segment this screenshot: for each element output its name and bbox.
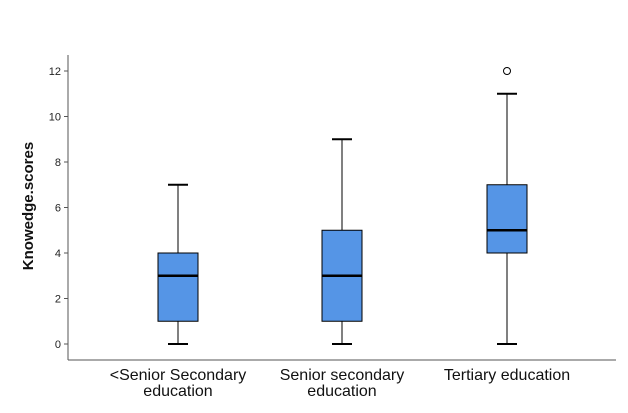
x-tick-label: <Senior Secondary bbox=[110, 367, 247, 384]
box-group bbox=[486, 67, 528, 345]
x-tick-label: education bbox=[307, 383, 376, 400]
boxes bbox=[157, 67, 528, 345]
iqr-box bbox=[486, 184, 528, 254]
y-tick-label: 0 bbox=[55, 339, 61, 351]
y-ticks: 0 2 4 6 8 10 12 bbox=[49, 66, 68, 351]
x-tick-label: Tertiary education bbox=[444, 367, 570, 384]
y-tick-label: 10 bbox=[49, 112, 61, 124]
y-tick-label: 12 bbox=[49, 66, 61, 78]
box-group bbox=[321, 138, 363, 345]
y-tick-label: 2 bbox=[55, 294, 61, 306]
box-group bbox=[157, 183, 199, 345]
y-tick-label: 4 bbox=[55, 248, 61, 260]
y-tick-label: 8 bbox=[55, 157, 61, 169]
outlier-point bbox=[503, 67, 511, 75]
y-tick-label: 6 bbox=[55, 203, 61, 215]
x-tick-label: education bbox=[143, 383, 212, 400]
x-tick-label: Senior secondary bbox=[280, 367, 405, 384]
y-axis-title: Knowedge.scores bbox=[20, 142, 37, 270]
iqr-box bbox=[157, 252, 199, 322]
